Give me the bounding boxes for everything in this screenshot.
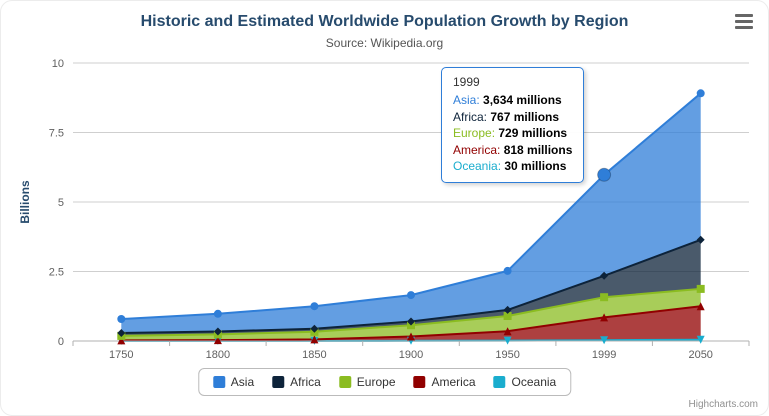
- menu-bar: [735, 25, 753, 29]
- hamburger-menu-icon[interactable]: [732, 10, 756, 32]
- point-marker-diamond[interactable]: [213, 327, 222, 336]
- tooltip-series-value: 3,634 millions: [483, 93, 562, 107]
- point-marker-circle[interactable]: [407, 291, 415, 300]
- legend-swatch: [493, 376, 506, 388]
- tooltip-series-label: Africa:: [453, 109, 488, 124]
- point-marker-diamond[interactable]: [600, 271, 609, 280]
- tooltip-series-label: Europe:: [453, 126, 496, 140]
- point-marker-diamond[interactable]: [117, 329, 126, 337]
- point-marker-triangle-down[interactable]: [696, 335, 705, 344]
- legend-swatch: [338, 376, 351, 388]
- point-marker-triangle[interactable]: [117, 336, 126, 345]
- point-marker-diamond[interactable]: [696, 235, 705, 244]
- tooltip-series-value: 767 millions: [490, 109, 560, 124]
- point-marker-diamond[interactable]: [503, 305, 512, 314]
- point-marker-circle[interactable]: [597, 167, 612, 182]
- point-marker-triangle[interactable]: [213, 336, 222, 345]
- x-axis-tick-label: 1900: [399, 349, 423, 361]
- tooltip: 1999 Asia: 3,634 millions Africa: 767 mi…: [441, 67, 585, 183]
- point-marker-square[interactable]: [503, 312, 512, 320]
- legend-item-oceania[interactable]: Oceania: [493, 375, 557, 389]
- point-marker-circle[interactable]: [213, 309, 222, 318]
- x-axis-tick-label: 1750: [109, 349, 133, 361]
- point-marker-square[interactable]: [696, 284, 705, 293]
- menu-bar: [735, 19, 753, 23]
- legend-label: America: [431, 375, 476, 389]
- point-marker-triangle-down[interactable]: [503, 336, 512, 345]
- point-marker-triangle[interactable]: [407, 332, 415, 341]
- tooltip-series-label: America:: [453, 142, 501, 157]
- tooltip-series-value: 30 millions: [504, 159, 567, 173]
- point-marker-triangle[interactable]: [503, 327, 512, 336]
- tooltip-row: Europe: 729 millions: [453, 125, 572, 142]
- x-axis-tick-label: 1850: [302, 349, 326, 361]
- legend-item-asia[interactable]: Asia: [212, 375, 255, 389]
- legend-swatch: [212, 376, 225, 388]
- point-marker-triangle[interactable]: [696, 302, 705, 311]
- point-marker-diamond[interactable]: [407, 317, 415, 326]
- y-axis-tick-label: 2.5: [49, 267, 64, 279]
- tooltip-series-label: Oceania:: [453, 159, 502, 173]
- tooltip-row: Oceania: 30 millions: [453, 158, 572, 175]
- x-axis-tick-label: 1800: [206, 349, 230, 361]
- area-africa[interactable]: [121, 239, 701, 336]
- tooltip-row: Asia: 3,634 millions: [453, 92, 572, 109]
- legend-label: Africa: [290, 375, 321, 389]
- point-marker-circle[interactable]: [503, 266, 512, 275]
- y-axis-tick-label: 5: [58, 197, 64, 209]
- x-axis-tick-label: 1950: [495, 349, 519, 361]
- point-marker-circle[interactable]: [696, 89, 705, 98]
- tooltip-row: America: 818 millions: [453, 142, 572, 159]
- chart-title: Historic and Estimated Worldwide Populat…: [140, 13, 629, 30]
- chart-subtitle: Source: Wikipedia.org: [325, 36, 444, 50]
- menu-bar: [735, 13, 753, 17]
- legend-label: Asia: [230, 375, 255, 389]
- tooltip-row: Africa: 767 millions: [453, 109, 572, 126]
- legend-item-africa[interactable]: Africa: [272, 375, 321, 389]
- legend-swatch: [413, 376, 426, 388]
- y-axis-tick-label: 7.5: [49, 128, 64, 140]
- point-marker-triangle[interactable]: [310, 335, 319, 344]
- tooltip-series-label: Asia:: [453, 93, 480, 107]
- legend-item-america[interactable]: America: [413, 375, 476, 389]
- x-axis-tick-label: 1999: [592, 349, 616, 361]
- tooltip-series-value: 818 millions: [503, 142, 573, 157]
- y-axis-tick-label: 0: [58, 336, 64, 348]
- legend-label: Europe: [356, 375, 396, 389]
- tooltip-header: 1999: [453, 75, 480, 89]
- area-america[interactable]: [121, 306, 701, 341]
- legend-item-europe[interactable]: Europe: [338, 375, 396, 389]
- point-marker-circle[interactable]: [117, 315, 126, 323]
- point-marker-square[interactable]: [600, 293, 609, 302]
- x-axis-tick-label: 2050: [688, 349, 712, 361]
- tooltip-series-value: 729 millions: [498, 126, 568, 140]
- area-asia[interactable]: [121, 93, 701, 333]
- legend-label: Oceania: [511, 375, 557, 389]
- point-marker-diamond[interactable]: [310, 324, 319, 333]
- point-marker-triangle[interactable]: [600, 313, 609, 322]
- point-marker-triangle-down[interactable]: [600, 336, 609, 345]
- y-axis-title: Billions: [18, 180, 32, 224]
- credits-link[interactable]: Highcharts.com: [688, 399, 758, 410]
- point-marker-circle[interactable]: [310, 302, 319, 311]
- legend-swatch: [272, 376, 285, 388]
- y-axis-tick-label: 10: [52, 58, 64, 70]
- legend: Asia Africa Europe America Oceania: [197, 368, 572, 396]
